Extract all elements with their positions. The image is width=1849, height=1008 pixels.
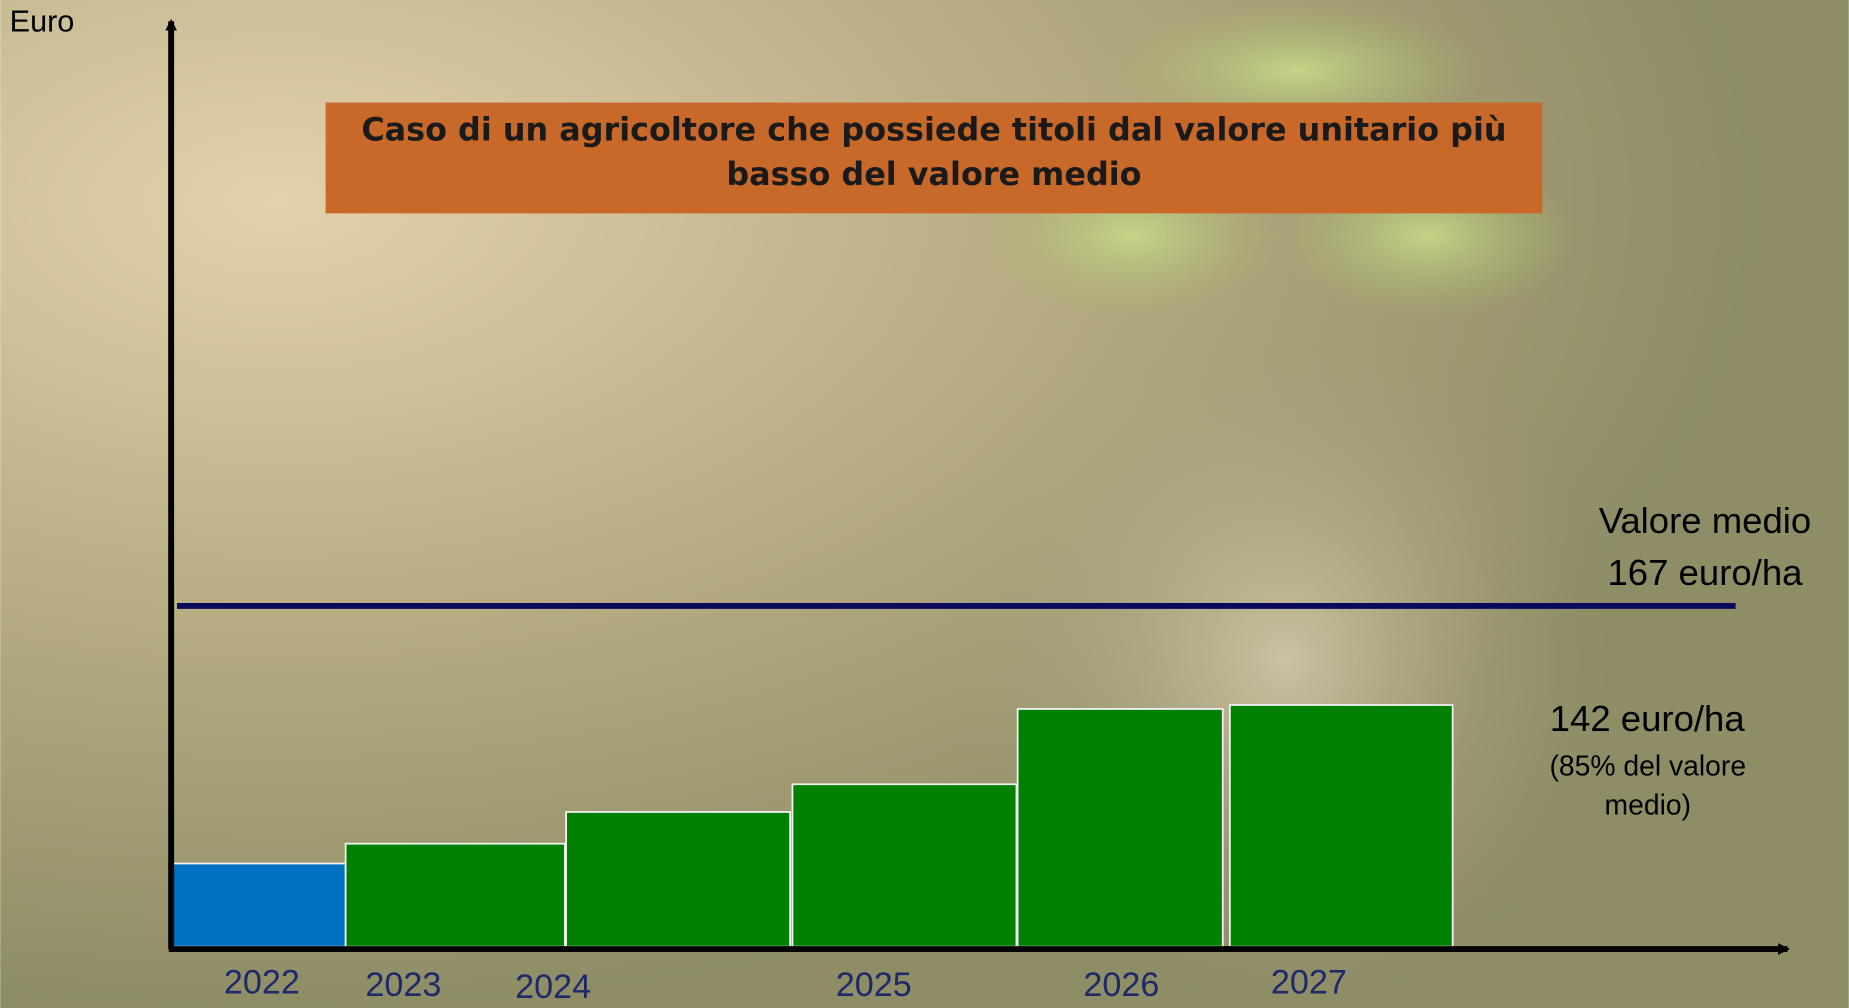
bar: [344, 842, 566, 948]
bar: [170, 862, 347, 948]
chart-title: Caso di un agricoltore che possiede tito…: [361, 112, 1507, 194]
value-label: 142 euro/ha: [1550, 698, 1746, 739]
x-tick-label: 2024: [515, 968, 591, 1006]
y-axis-label: Euro: [10, 5, 75, 39]
bar: [565, 811, 791, 948]
x-tick-label: 2025: [836, 966, 912, 1004]
note-wrap: (85% del valore medio): [1549, 750, 1747, 822]
reference-value-label: 167 euro/ha: [1607, 552, 1803, 593]
x-tick-label: 2023: [365, 966, 441, 1004]
x-tick-label: 2022: [224, 963, 300, 1001]
title-wrap: Caso di un agricoltore che possiede tito…: [361, 112, 1507, 194]
plot: 2022 2023 2024 2025 2026 2027 142 euro/ha: [170, 603, 1746, 1006]
bar: [1228, 704, 1454, 948]
bar: [791, 783, 1018, 948]
x-tick-label: 2026: [1083, 966, 1159, 1004]
x-tick-label: 2027: [1271, 963, 1347, 1001]
title-box: [325, 102, 1543, 214]
bar: [1016, 708, 1224, 948]
reference-label: Valore medio: [1599, 500, 1812, 541]
note: (85% del valore medio): [1549, 750, 1747, 822]
